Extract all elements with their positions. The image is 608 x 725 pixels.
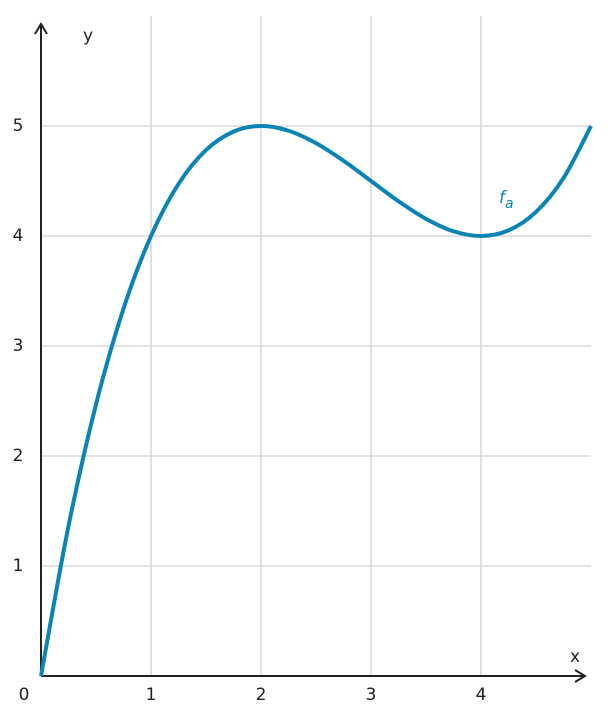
curve-label: fa bbox=[499, 188, 514, 212]
x-axis-label: x bbox=[570, 647, 580, 667]
y-tick-label: 5 bbox=[13, 116, 24, 136]
x-tick-label: 4 bbox=[476, 685, 487, 705]
y-tick-label: 2 bbox=[13, 446, 24, 466]
curve-label-main: f bbox=[499, 188, 508, 208]
x-tick-label: 3 bbox=[366, 685, 377, 705]
x-tick-label: 2 bbox=[256, 685, 267, 705]
x-axis-arrow bbox=[574, 669, 587, 683]
x-tick-label: 0 bbox=[19, 685, 30, 705]
y-axis-arrow bbox=[34, 22, 48, 35]
y-tick-label: 1 bbox=[13, 556, 24, 576]
y-tick-label: 4 bbox=[13, 226, 24, 246]
y-tick-label: 3 bbox=[13, 336, 24, 356]
y-axis-label: y bbox=[83, 26, 93, 46]
curve bbox=[39, 123, 593, 677]
x-tick-label: 1 bbox=[146, 685, 157, 705]
curve-label-subscript: a bbox=[505, 196, 514, 212]
